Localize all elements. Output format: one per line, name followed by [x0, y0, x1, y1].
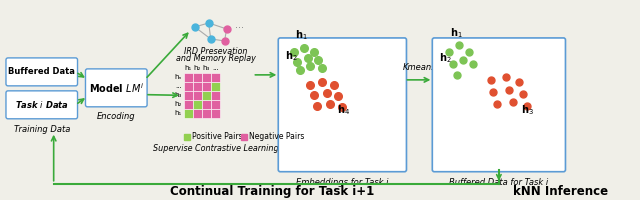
Bar: [184, 134, 190, 140]
Bar: [184, 100, 193, 109]
Text: hₙ: hₙ: [175, 74, 182, 80]
Text: Kmeans: Kmeans: [403, 63, 436, 72]
Bar: [193, 82, 202, 91]
Bar: [193, 91, 202, 100]
Bar: [211, 73, 220, 82]
FancyBboxPatch shape: [6, 58, 77, 86]
Text: and Memory Replay: and Memory Replay: [176, 54, 255, 63]
Text: IRD Presevation: IRD Presevation: [184, 47, 248, 56]
Text: Buffered Data for Task i: Buffered Data for Task i: [449, 178, 548, 187]
Text: Buffered Data: Buffered Data: [8, 67, 75, 76]
Text: h₁: h₁: [185, 65, 192, 71]
Bar: [184, 73, 193, 82]
FancyBboxPatch shape: [432, 38, 566, 172]
Text: Supervise Contrastive Learning: Supervise Contrastive Learning: [153, 144, 278, 153]
Text: Encoding: Encoding: [97, 112, 136, 121]
FancyBboxPatch shape: [278, 38, 406, 172]
Bar: [202, 100, 211, 109]
Bar: [184, 91, 193, 100]
Bar: [202, 91, 211, 100]
Bar: [211, 82, 220, 91]
Bar: [193, 100, 202, 109]
Bar: [211, 91, 220, 100]
Text: kNN Inference: kNN Inference: [513, 185, 608, 198]
Bar: [241, 134, 248, 140]
Bar: [193, 73, 202, 82]
Bar: [193, 109, 202, 118]
FancyBboxPatch shape: [86, 69, 147, 107]
Bar: [202, 73, 211, 82]
Text: $\mathbf{h}_2$: $\mathbf{h}_2$: [285, 49, 298, 63]
Bar: [184, 82, 193, 91]
Text: h₃: h₃: [175, 92, 182, 98]
Text: Negative Pairs: Negative Pairs: [250, 132, 305, 141]
Text: $\mathbf{h}_4$: $\mathbf{h}_4$: [337, 103, 350, 117]
Text: h₃: h₃: [203, 65, 210, 71]
Text: Task $i$ Data: Task $i$ Data: [15, 99, 68, 110]
Bar: [202, 82, 211, 91]
Text: $\mathbf{h}_3$: $\mathbf{h}_3$: [521, 103, 534, 117]
Text: $\mathbf{h}_1$: $\mathbf{h}_1$: [450, 26, 463, 40]
Text: Training Data: Training Data: [13, 125, 70, 134]
Text: Positive Pairs: Positive Pairs: [192, 132, 243, 141]
Text: ...: ...: [212, 65, 218, 71]
Bar: [211, 100, 220, 109]
Text: $\mathbf{h}_1$: $\mathbf{h}_1$: [295, 28, 308, 42]
Bar: [202, 109, 211, 118]
FancyBboxPatch shape: [6, 91, 77, 119]
Text: h₂: h₂: [175, 101, 182, 107]
Text: Embeddings for Task i: Embeddings for Task i: [296, 178, 388, 187]
Bar: [211, 109, 220, 118]
Bar: [184, 109, 193, 118]
Text: ...: ...: [175, 83, 182, 89]
Text: h₂: h₂: [193, 65, 201, 71]
Text: $\mathbf{h}_2$: $\mathbf{h}_2$: [439, 51, 452, 65]
Text: ...: ...: [234, 20, 244, 30]
Text: h₁: h₁: [175, 110, 182, 116]
Text: Model $\mathit{LM}^i$: Model $\mathit{LM}^i$: [89, 81, 144, 95]
Text: Continual Training for Task i+1: Continual Training for Task i+1: [170, 185, 374, 198]
